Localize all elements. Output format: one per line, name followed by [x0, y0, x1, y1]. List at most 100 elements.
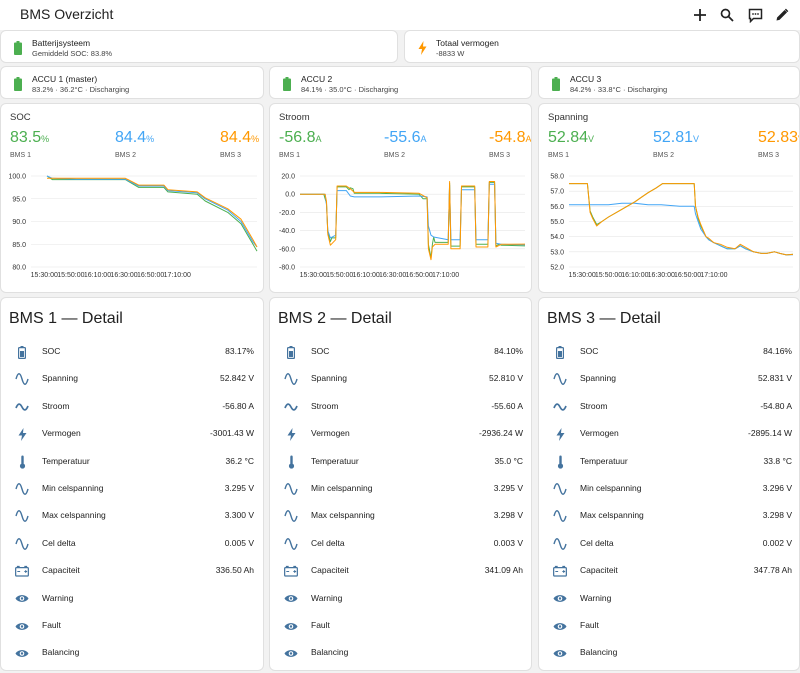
entity-value: -54.80 A: [760, 400, 792, 411]
y-tick-label: 52.0: [550, 265, 564, 272]
entity-row[interactable]: SOC 83.17%: [1, 340, 263, 367]
detail-title: BMS 1 — Detail: [9, 310, 123, 327]
entity-row[interactable]: Vermogen -2895.14 W: [539, 422, 799, 449]
accu-tile[interactable]: ACCU 3 84.2% · 33.8°C · Discharging: [538, 66, 800, 99]
edit-icon[interactable]: [773, 6, 791, 24]
battery-system-tile[interactable]: Batterijsysteem Gemiddeld SOC: 83.8%: [0, 30, 398, 63]
entity-row[interactable]: Cel delta 0.002 V: [539, 532, 799, 559]
thermometer-icon: [553, 454, 567, 470]
entity-row[interactable]: Balancing: [270, 641, 531, 668]
stat-unit: V: [798, 134, 799, 144]
entity-row[interactable]: Spanning 52.831 V: [539, 367, 799, 394]
battery-icon: [284, 344, 298, 360]
x-tick-label: 16:50:00: [137, 272, 164, 279]
graph-stat: 52.84V BMS 1: [548, 130, 594, 160]
entity-row[interactable]: Spanning 52.810 V: [270, 367, 531, 394]
entity-row[interactable]: Min celspanning 3.296 V: [539, 477, 799, 504]
chat-icon[interactable]: [746, 6, 764, 24]
x-tick-label: 15:30:00: [31, 272, 58, 279]
entity-row[interactable]: Temperatuur 33.8 °C: [539, 450, 799, 477]
entity-label: Temperatuur: [42, 455, 90, 466]
entity-row[interactable]: Min celspanning 3.295 V: [270, 477, 531, 504]
entity-row[interactable]: Capaciteit 341.09 Ah: [270, 559, 531, 586]
entity-row[interactable]: Max celspanning 3.298 V: [270, 504, 531, 531]
eye-icon: [15, 618, 29, 634]
sine-wave-icon: [15, 536, 29, 552]
entity-row[interactable]: Balancing: [1, 641, 263, 668]
sine-wave-icon: [284, 371, 298, 387]
entity-row[interactable]: Fault: [270, 614, 531, 641]
entity-row[interactable]: Warning: [539, 587, 799, 614]
entity-label: Min celspanning: [42, 483, 104, 493]
entity-row[interactable]: Warning: [270, 587, 531, 614]
x-tick-label: 17:10:00: [700, 272, 727, 279]
entity-label: Stroom: [580, 400, 608, 411]
graph-stat: 52.81V BMS 2: [653, 129, 699, 160]
sine-wave-icon: [553, 371, 567, 387]
soc-graph-card[interactable]: SOC 83.5% BMS 1 84.4% BMS 2 84.4% BMS 3 100.0 95…: [0, 103, 264, 293]
entity-row[interactable]: Capaciteit 336.50 Ah: [1, 559, 263, 586]
entity-row[interactable]: SOC 84.10%: [270, 340, 531, 367]
entity-row[interactable]: Temperatuur 36.2 °C: [1, 450, 263, 477]
x-tick-label: 16:10:00: [621, 272, 648, 279]
entity-row[interactable]: Capaciteit 347.78 Ah: [539, 559, 799, 586]
eye-icon: [553, 618, 567, 634]
entity-value: 52.842 V: [219, 373, 254, 384]
y-tick-label: 80.0: [12, 265, 26, 272]
entity-row[interactable]: Cel delta 0.005 V: [1, 532, 263, 559]
total-power-tile[interactable]: Totaal vermogen -8833 W: [404, 30, 800, 63]
entity-value: -2895.14 W: [748, 428, 792, 439]
current-ac-icon: [553, 399, 567, 415]
entity-label: SOC: [580, 346, 599, 356]
entity-row[interactable]: Balancing: [539, 641, 799, 668]
thermometer-icon: [284, 454, 298, 470]
entity-row[interactable]: Spanning 52.842 V: [1, 367, 263, 394]
sine-wave-icon: [553, 481, 567, 497]
entity-row[interactable]: SOC 84.16%: [539, 340, 799, 367]
entity-label: Stroom: [311, 400, 339, 411]
plus-icon[interactable]: [691, 6, 709, 24]
x-tick-label: 15:50:00: [57, 272, 84, 279]
entity-row[interactable]: Warning: [1, 587, 263, 614]
x-tick-label: 16:30:00: [648, 272, 675, 279]
sine-wave-icon: [15, 371, 29, 387]
entity-row[interactable]: Temperatuur 35.0 °C: [270, 450, 531, 477]
entity-row[interactable]: Max celspanning 3.300 V: [1, 504, 263, 531]
entity-value: 33.8 °C: [763, 455, 792, 466]
x-tick-label: 16:50:00: [405, 272, 432, 279]
accu-tile[interactable]: ACCU 1 (master) 83.2% · 36.2°C · Dischar…: [0, 66, 264, 99]
y-tick-label: 55.0: [550, 219, 564, 226]
entity-label: Warning: [42, 592, 74, 603]
stat-value: 52.81: [653, 129, 694, 146]
entity-label: SOC: [42, 346, 61, 356]
x-tick-label: 15:50:00: [326, 272, 353, 279]
sine-wave-icon: [284, 481, 298, 497]
x-tick-label: 17:10:00: [432, 272, 459, 279]
series-line-bms-1: [46, 175, 258, 252]
entity-row[interactable]: Vermogen -2936.24 W: [270, 422, 531, 449]
entity-row[interactable]: Stroom -55.60 A: [270, 395, 531, 422]
entity-row[interactable]: Vermogen -3001.43 W: [1, 422, 263, 449]
entity-row[interactable]: Max celspanning 3.298 V: [539, 504, 799, 531]
entity-value: 0.005 V: [224, 537, 254, 548]
entity-row[interactable]: Stroom -56.80 A: [1, 395, 263, 422]
entity-label: Fault: [580, 620, 599, 630]
entity-label: Vermogen: [311, 428, 350, 439]
stat-name: BMS 1: [548, 152, 570, 159]
entity-row[interactable]: Stroom -54.80 A: [539, 395, 799, 422]
stat-unit: %: [41, 134, 50, 144]
accu-tile[interactable]: ACCU 2 84.1% · 35.0°C · Discharging: [269, 66, 532, 99]
detail-title: BMS 2 — Detail: [278, 310, 392, 327]
stat-name: BMS 2: [653, 152, 675, 159]
entity-row[interactable]: Min celspanning 3.295 V: [1, 477, 263, 504]
stat-unit: A: [525, 134, 532, 144]
search-icon[interactable]: [718, 6, 736, 24]
entity-row[interactable]: Fault: [539, 614, 799, 641]
total-power-value: -8833 W: [436, 49, 465, 58]
eye-icon: [553, 591, 567, 607]
entity-row[interactable]: Fault: [1, 614, 263, 641]
entity-row[interactable]: Cel delta 0.003 V: [270, 532, 531, 559]
stat-value: 83.5: [10, 129, 42, 146]
